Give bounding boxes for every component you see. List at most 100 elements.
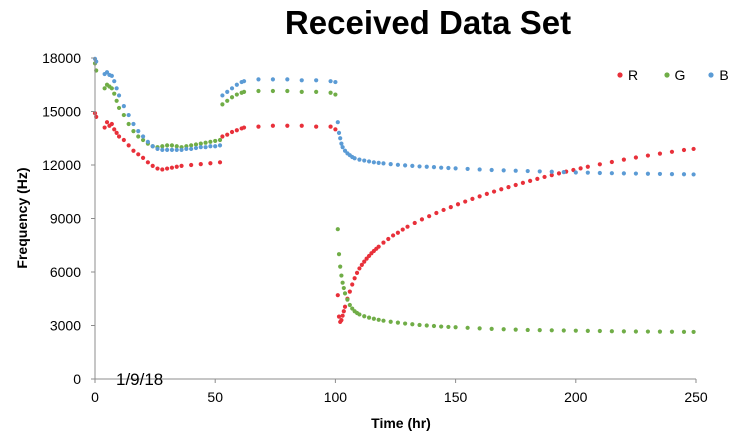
data-point-r xyxy=(352,276,357,281)
data-point-g xyxy=(198,141,203,146)
data-point-g xyxy=(609,329,614,334)
data-point-g xyxy=(213,138,218,144)
data-point-g xyxy=(410,322,415,327)
data-point-g xyxy=(341,285,346,291)
series-g xyxy=(92,61,696,335)
y-axis: 0 3000 6000 9000 12000 15000 18000 xyxy=(42,50,95,387)
data-point-b xyxy=(489,167,494,173)
plot-area xyxy=(92,56,696,335)
data-point-r xyxy=(470,196,475,201)
data-point-r xyxy=(339,318,344,323)
data-point-g xyxy=(203,140,208,145)
data-point-r xyxy=(347,289,352,294)
data-point-g xyxy=(160,144,165,149)
data-point-r xyxy=(131,148,136,153)
data-point-g xyxy=(116,105,122,111)
data-point-g xyxy=(339,273,344,278)
data-point-g xyxy=(114,98,119,103)
data-point-r xyxy=(376,244,381,249)
data-point-r xyxy=(220,134,225,139)
data-point-g xyxy=(338,264,343,269)
data-point-b xyxy=(336,130,342,135)
data-point-r xyxy=(179,163,184,168)
data-point-r xyxy=(391,233,396,238)
data-point-g xyxy=(121,112,126,118)
data-point-g xyxy=(549,328,554,333)
data-point-r xyxy=(256,124,261,129)
data-point-r xyxy=(419,217,425,222)
data-point-b xyxy=(417,164,422,169)
data-point-r xyxy=(155,166,160,171)
data-point-g xyxy=(220,102,225,107)
data-point-g xyxy=(193,142,199,147)
data-point-r xyxy=(499,187,504,192)
data-point-r xyxy=(341,309,346,314)
data-point-b xyxy=(333,79,338,85)
data-point-g xyxy=(208,139,213,144)
data-point-r xyxy=(578,166,583,171)
data-point-g xyxy=(126,121,131,127)
data-point-g xyxy=(657,329,663,334)
data-point-b xyxy=(145,139,150,144)
data-point-r xyxy=(116,134,122,139)
y-tick-label: 15000 xyxy=(42,104,81,120)
data-point-g xyxy=(217,137,223,143)
data-point-b xyxy=(112,79,117,84)
series-r xyxy=(92,111,696,325)
data-point-r xyxy=(102,125,107,130)
data-point-g xyxy=(691,329,696,335)
data-point-r xyxy=(140,155,146,160)
data-point-g xyxy=(333,92,338,97)
data-point-b xyxy=(203,145,208,150)
data-point-g xyxy=(431,323,437,329)
data-point-r xyxy=(357,266,362,271)
data-point-b xyxy=(179,147,184,152)
data-point-b xyxy=(657,171,663,177)
data-point-g xyxy=(328,90,333,95)
data-point-b xyxy=(585,170,590,175)
y-tick-label: 6000 xyxy=(50,264,81,280)
data-point-r xyxy=(109,121,114,127)
data-point-r xyxy=(395,230,400,235)
y-tick-label: 3000 xyxy=(50,318,81,334)
data-point-g xyxy=(174,144,179,149)
data-point-r xyxy=(427,214,432,219)
data-point-b xyxy=(174,147,179,152)
data-point-g xyxy=(189,143,194,148)
data-point-b xyxy=(395,162,400,167)
data-point-g xyxy=(109,86,114,91)
data-point-g xyxy=(314,89,319,94)
data-point-r xyxy=(463,199,468,204)
data-point-b xyxy=(410,163,415,168)
data-point-b xyxy=(537,169,542,174)
data-point-g xyxy=(131,129,136,134)
x-tick-label: 200 xyxy=(564,389,588,405)
data-point-r xyxy=(225,132,230,137)
date-annotation: 1/9/18 xyxy=(116,370,163,389)
data-point-b xyxy=(501,168,506,173)
legend-item-r: R xyxy=(617,67,638,83)
data-point-b xyxy=(609,171,614,176)
data-point-b xyxy=(220,93,225,98)
data-point-g xyxy=(424,323,429,328)
data-point-g xyxy=(366,315,372,320)
data-point-r xyxy=(359,262,364,267)
x-tick-label: 100 xyxy=(324,389,348,405)
data-point-b xyxy=(198,145,203,150)
data-point-r xyxy=(314,124,319,129)
data-point-r xyxy=(241,125,247,130)
data-point-g xyxy=(633,329,639,334)
x-tick-label: 150 xyxy=(444,389,468,405)
data-point-b xyxy=(328,79,333,84)
data-point-g xyxy=(241,89,247,94)
data-point-r xyxy=(681,147,687,153)
data-point-r xyxy=(333,127,338,132)
data-point-g xyxy=(381,318,386,323)
data-point-b xyxy=(376,160,381,165)
data-point-g xyxy=(597,328,602,334)
data-point-r xyxy=(412,220,417,226)
data-point-g xyxy=(376,317,381,322)
data-point-b xyxy=(335,120,340,125)
data-point-b xyxy=(366,159,372,164)
